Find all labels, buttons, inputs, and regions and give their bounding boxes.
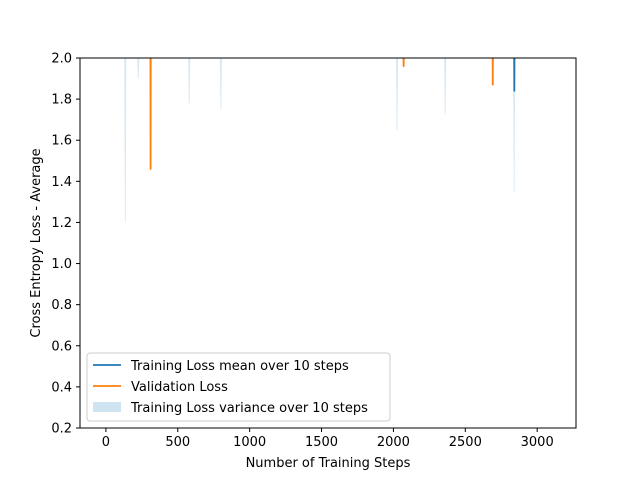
x-axis-label: Number of Training Steps: [246, 456, 411, 471]
legend-label-training: Training Loss mean over 10 steps: [130, 359, 349, 374]
variance-band-sliver: [124, 58, 127, 223]
y-tick-label: 1.8: [51, 93, 72, 108]
x-axis: 0 500 1000 1500 2000 2500 3000: [102, 428, 554, 450]
legend-box: [86, 352, 391, 422]
x-tick-label: 1000: [233, 435, 266, 450]
legend-label-validation: Validation Loss: [131, 380, 228, 395]
y-tick-label: 0.4: [51, 380, 72, 395]
x-tick-label: 500: [165, 435, 190, 450]
y-tick-label: 1.0: [51, 257, 72, 272]
variance-band-sliver: [188, 58, 191, 104]
y-tick-label: 0.8: [51, 298, 72, 313]
y-axis-label: Cross Entropy Loss - Average: [29, 148, 44, 337]
x-tick-label: 0: [102, 435, 110, 450]
y-tick-label: 1.4: [51, 175, 72, 190]
x-tick-label: 3000: [521, 435, 554, 450]
y-tick-label: 1.2: [51, 216, 72, 231]
variance-band-sliver: [219, 58, 222, 110]
legend-swatch-variance: [93, 402, 121, 412]
y-tick-label: 2.0: [51, 52, 72, 67]
y-tick-label: 1.6: [51, 134, 72, 149]
legend: Training Loss mean over 10 steps Validat…: [86, 352, 391, 422]
variance-band-sliver: [137, 58, 140, 79]
x-tick-label: 2500: [449, 435, 482, 450]
line-layer: [149, 57, 516, 170]
plot-frame: [79, 57, 577, 429]
x-tick-label: 2000: [377, 435, 410, 450]
variance-band-sliver: [396, 58, 399, 130]
x-tick-label: 1500: [305, 435, 338, 450]
variance-band-sliver: [444, 58, 447, 114]
y-axis: 0.2 0.4 0.6 0.8 1.0 1.2 1.4 1.6 1.8 2.0: [51, 52, 80, 437]
y-tick-label: 0.6: [51, 339, 72, 354]
legend-label-variance: Training Loss variance over 10 steps: [130, 401, 368, 416]
y-tick-label: 0.2: [51, 422, 72, 437]
